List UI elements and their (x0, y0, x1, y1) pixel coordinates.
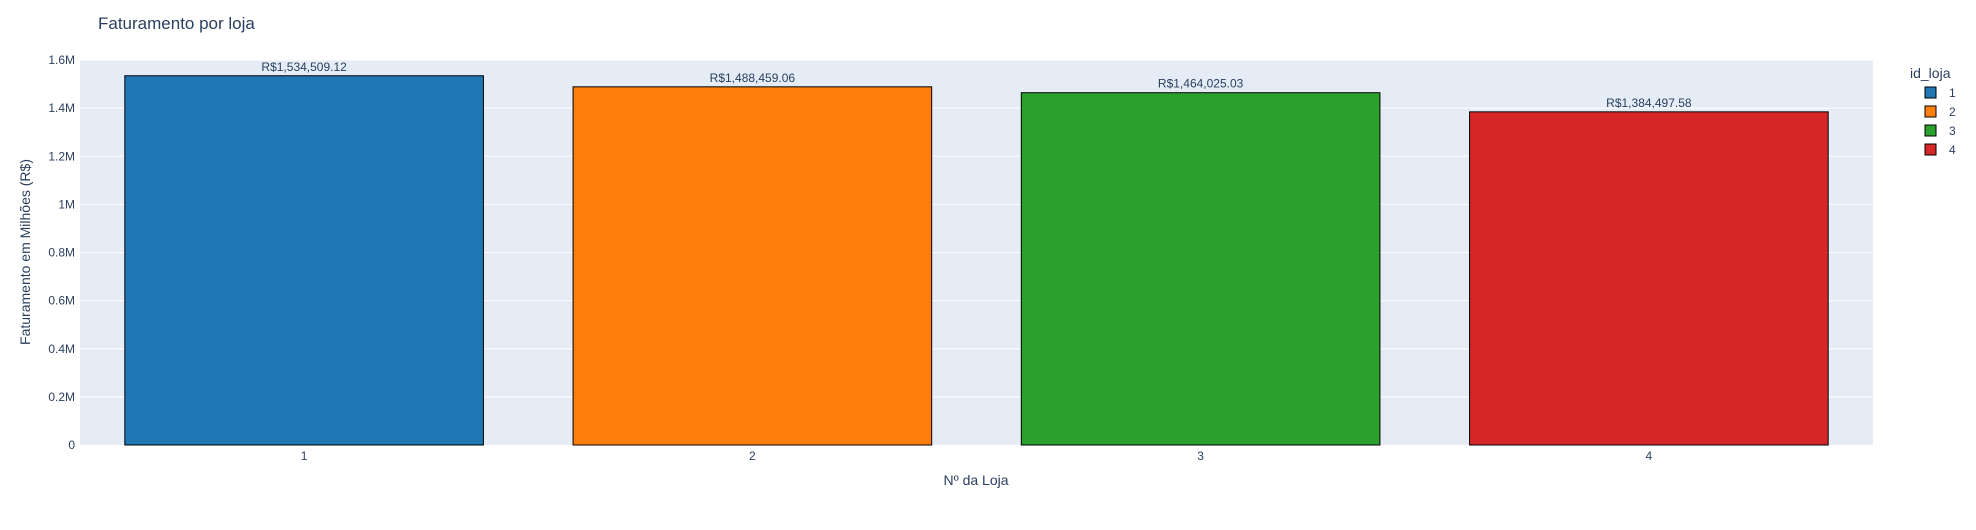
y-tick-label: 0.6M (48, 294, 75, 308)
legend-label[interactable]: 3 (1949, 124, 1956, 138)
y-tick-label: 1.4M (48, 101, 75, 115)
legend: id_loja 1 2 3 4 (1910, 65, 1956, 157)
y-tick-label: 1.2M (48, 149, 75, 163)
legend-label[interactable]: 4 (1949, 143, 1956, 157)
data-label: R$1,488,459.06 (710, 71, 796, 85)
data-labels: R$1,534,509.12 R$1,488,459.06 R$1,464,025.… (261, 60, 1691, 110)
bar-loja-4[interactable] (1469, 111, 1829, 446)
x-tick-label: 4 (1646, 449, 1653, 463)
y-tick-label: 0 (68, 438, 75, 452)
x-tick-label: 2 (749, 449, 756, 463)
chart-title: Faturamento por loja (98, 14, 255, 33)
y-tick-label: 0.4M (48, 342, 75, 356)
legend-label[interactable]: 2 (1949, 105, 1956, 119)
bar-loja-2[interactable] (572, 86, 933, 446)
y-axis-title: Faturamento em Milhões (R$) (17, 159, 33, 345)
legend-label[interactable]: 1 (1949, 86, 1956, 100)
legend-title: id_loja (1910, 65, 1951, 81)
bars (124, 75, 1829, 446)
y-tick-label: 0.2M (48, 390, 75, 404)
data-label: R$1,384,497.58 (1606, 96, 1692, 110)
bar-loja-3[interactable] (1020, 92, 1381, 446)
y-tick-label: 0.8M (48, 246, 75, 260)
data-label: R$1,534,509.12 (261, 60, 347, 74)
legend-swatch[interactable] (1924, 105, 1937, 118)
y-axis-ticks: 0 0.2M 0.4M 0.6M 0.8M 1M 1.2M 1.4M 1.6M (48, 53, 75, 452)
x-axis-title: Nº da Loja (943, 472, 1008, 488)
y-tick-label: 1M (58, 197, 75, 211)
bar-loja-1[interactable] (124, 75, 484, 446)
legend-swatch[interactable] (1924, 143, 1937, 156)
legend-swatch[interactable] (1924, 86, 1937, 99)
x-tick-label: 3 (1197, 449, 1204, 463)
x-axis-ticks: 1 2 3 4 (301, 449, 1653, 463)
y-tick-label: 1.6M (48, 53, 75, 67)
legend-swatch[interactable] (1924, 124, 1937, 137)
data-label: R$1,464,025.03 (1158, 77, 1244, 91)
x-tick-label: 1 (301, 449, 308, 463)
